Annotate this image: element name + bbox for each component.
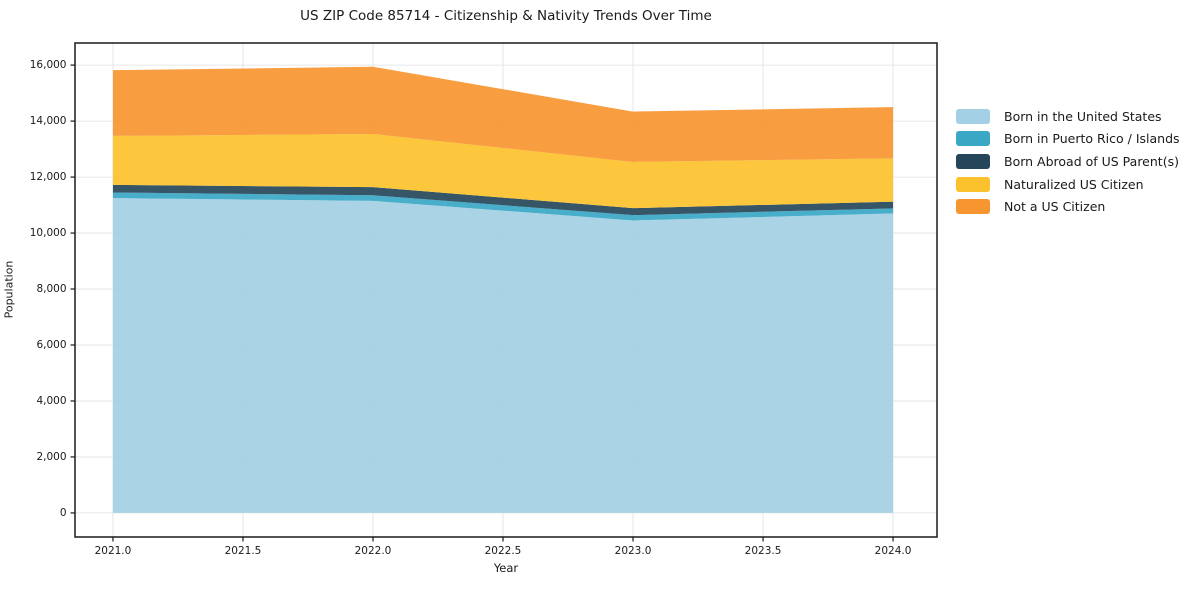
area-series-born-in-puerto-rico-islands <box>112 192 894 221</box>
chart-title: US ZIP Code 85714 - Citizenship & Nativi… <box>300 8 712 24</box>
x-tick-label: 2022.5 <box>484 545 522 557</box>
y-tick-label: 0 <box>59 506 67 519</box>
legend-swatch-icon <box>956 131 990 147</box>
y-tick-label: 16,000 <box>29 59 67 72</box>
legend-label: Born in Puerto Rico / Islands <box>1004 131 1180 147</box>
legend-item-not-a-us-citizen: Not a US Citizen <box>956 195 1180 218</box>
legend-swatch-icon <box>956 199 990 215</box>
x-tick-label: 2023.5 <box>744 545 782 557</box>
y-tick-label: 8,000 <box>36 283 67 296</box>
area-series-born-in-the-united-states <box>112 198 894 513</box>
x-tick-label: 2022.0 <box>354 545 392 557</box>
x-tick-label: 2023.0 <box>614 545 652 557</box>
x-tick-label: 2021.0 <box>94 545 132 557</box>
y-tick-label: 10,000 <box>29 227 67 240</box>
legend-item-naturalized-us-citizen: Naturalized US Citizen <box>956 173 1180 196</box>
legend: Born in the United States Born in Puerto … <box>956 105 1180 218</box>
x-tick-label: 2024.0 <box>874 545 912 557</box>
y-tick-label: 14,000 <box>29 115 67 128</box>
legend-label: Born Abroad of US Parent(s) <box>1004 153 1179 169</box>
y-tick-label: 2,000 <box>36 450 67 463</box>
legend-label: Not a US Citizen <box>1004 199 1106 215</box>
y-tick-label: 4,000 <box>36 394 67 407</box>
legend-swatch-icon <box>956 153 990 169</box>
y-tick-label: 12,000 <box>29 171 67 184</box>
legend-item-born-in-puerto-rico-islands: Born in Puerto Rico / Islands <box>956 128 1180 151</box>
y-tick-label: 6,000 <box>36 338 67 351</box>
legend-swatch-icon <box>956 108 990 124</box>
x-axis-label: Year <box>493 561 519 575</box>
area-series-naturalized-us-citizen <box>112 133 894 209</box>
legend-label: Born in the United States <box>1004 108 1162 124</box>
legend-swatch-icon <box>956 176 990 192</box>
plot-border <box>74 42 938 538</box>
legend-item-born-abroad-of-us-parent-s: Born Abroad of US Parent(s) <box>956 150 1180 173</box>
area-series-born-abroad-of-us-parent-s <box>112 184 894 216</box>
legend-item-born-in-the-united-states: Born in the United States <box>956 105 1180 128</box>
legend-label: Naturalized US Citizen <box>1004 176 1144 192</box>
area-series-not-a-us-citizen <box>112 66 894 162</box>
x-tick-label: 2021.5 <box>224 545 262 557</box>
